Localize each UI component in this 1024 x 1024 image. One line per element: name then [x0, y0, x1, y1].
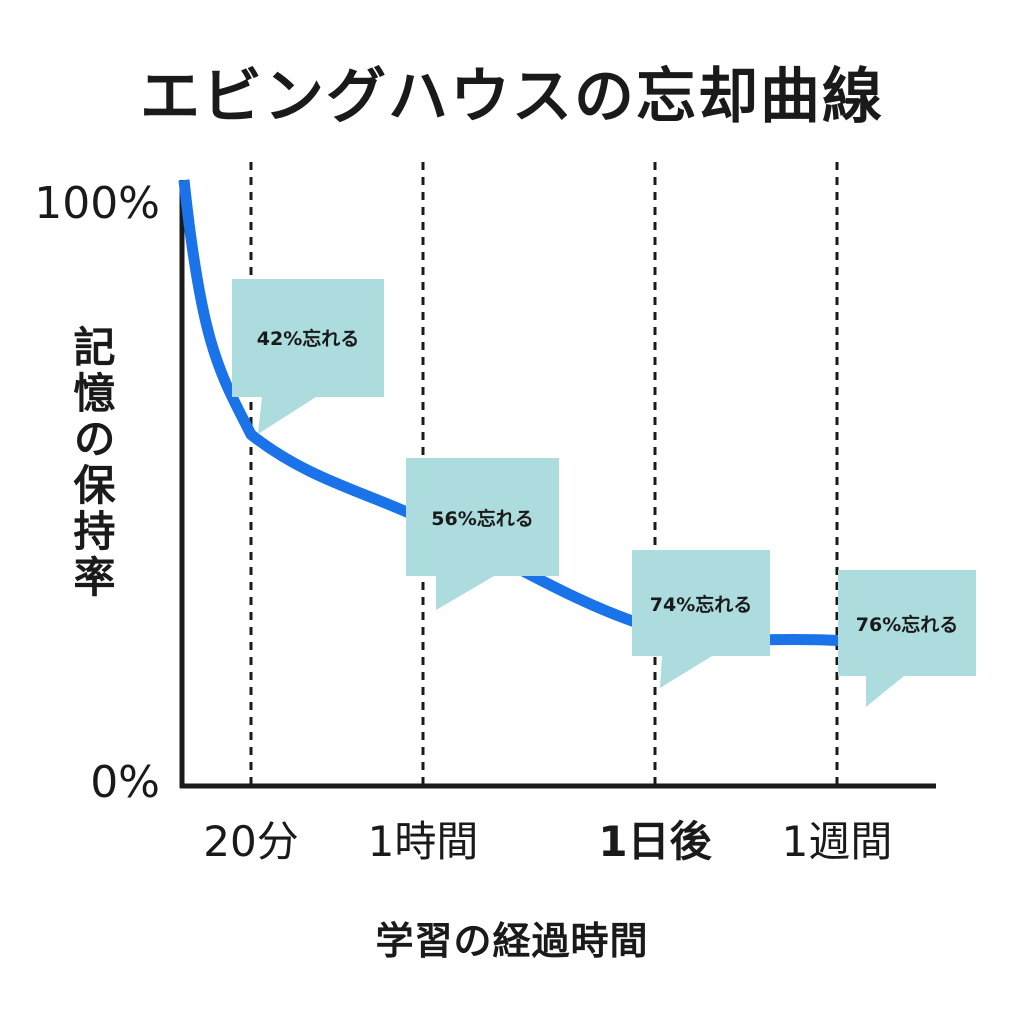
- callout-box-2: [406, 458, 559, 576]
- callout-tail-3: [660, 656, 712, 688]
- x-tick-label-4: 1週間: [782, 817, 893, 866]
- y-tick-label-top: 100%: [34, 178, 160, 229]
- callout-tail-1: [258, 397, 316, 434]
- callout-label-2: 56%忘れる: [431, 507, 533, 530]
- x-tick-label-3: 1日後: [598, 817, 712, 866]
- callout-tail-4: [866, 676, 904, 707]
- y-axis-label: 記憶の保持率: [67, 325, 116, 601]
- callout-label-1: 42%忘れる: [257, 327, 359, 350]
- callout-label-3: 74%忘れる: [650, 593, 752, 616]
- callout-box-3: [632, 550, 770, 656]
- callout-box-1: [232, 279, 384, 397]
- callout-box-4: [838, 570, 976, 676]
- callout-tail-2: [436, 576, 494, 610]
- x-tick-label-1: 20分: [203, 817, 298, 866]
- callout-label-4: 76%忘れる: [856, 613, 958, 636]
- chart-title: エビングハウスの忘却曲線: [140, 62, 884, 132]
- x-axis-label: 学習の経過時間: [375, 919, 649, 963]
- retention-curve: [178, 179, 937, 653]
- x-tick-label-2: 1時間: [368, 817, 479, 866]
- y-tick-label-bottom: 0%: [90, 757, 160, 808]
